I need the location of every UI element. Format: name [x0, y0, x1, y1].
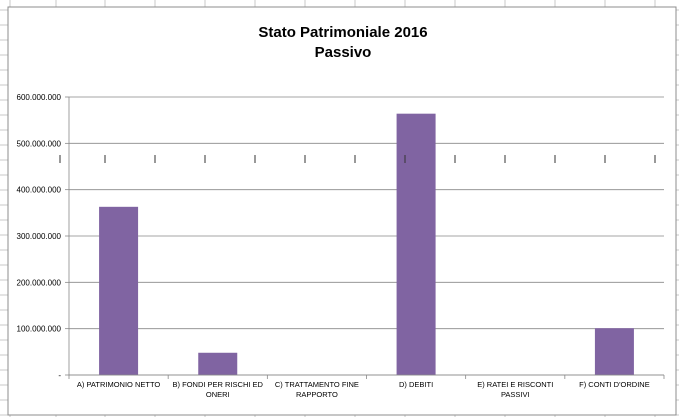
- y-tick-label: 300.000.000: [17, 232, 62, 241]
- x-category-label: B) FONDI PER RISCHI ED: [173, 380, 264, 389]
- y-tick-label: 500.000.000: [17, 139, 62, 148]
- y-tick-label: 400.000.000: [17, 186, 62, 195]
- y-tick-label: 600.000.000: [17, 93, 62, 102]
- chart-title-line-2: Passivo: [315, 44, 372, 61]
- plot-area: - 100.000.000 200.000.000 300.000.000 400.00…: [17, 93, 665, 399]
- x-category-label: D) DEBITI: [399, 380, 433, 389]
- bar: [198, 352, 238, 375]
- bar: [396, 113, 436, 376]
- x-category-label: F) CONTI D'ORDINE: [579, 380, 650, 389]
- y-tick-label: 100.000.000: [17, 325, 62, 334]
- y-tick-label: -: [58, 371, 61, 380]
- x-category-label: ONERI: [206, 390, 230, 399]
- x-category-label: PASSIVI: [501, 390, 530, 399]
- x-category-label: C) TRATTAMENTO FINE: [275, 380, 359, 389]
- chart-title-line-1: Stato Patrimoniale 2016: [258, 24, 427, 41]
- y-tick-label: 200.000.000: [17, 278, 62, 287]
- x-category-label: A) PATRIMONIO NETTO: [77, 380, 161, 389]
- bar: [99, 206, 139, 375]
- x-category-label: RAPPORTO: [296, 390, 338, 399]
- bar: [594, 328, 634, 375]
- x-category-label: E) RATEI E RISCONTI: [477, 380, 553, 389]
